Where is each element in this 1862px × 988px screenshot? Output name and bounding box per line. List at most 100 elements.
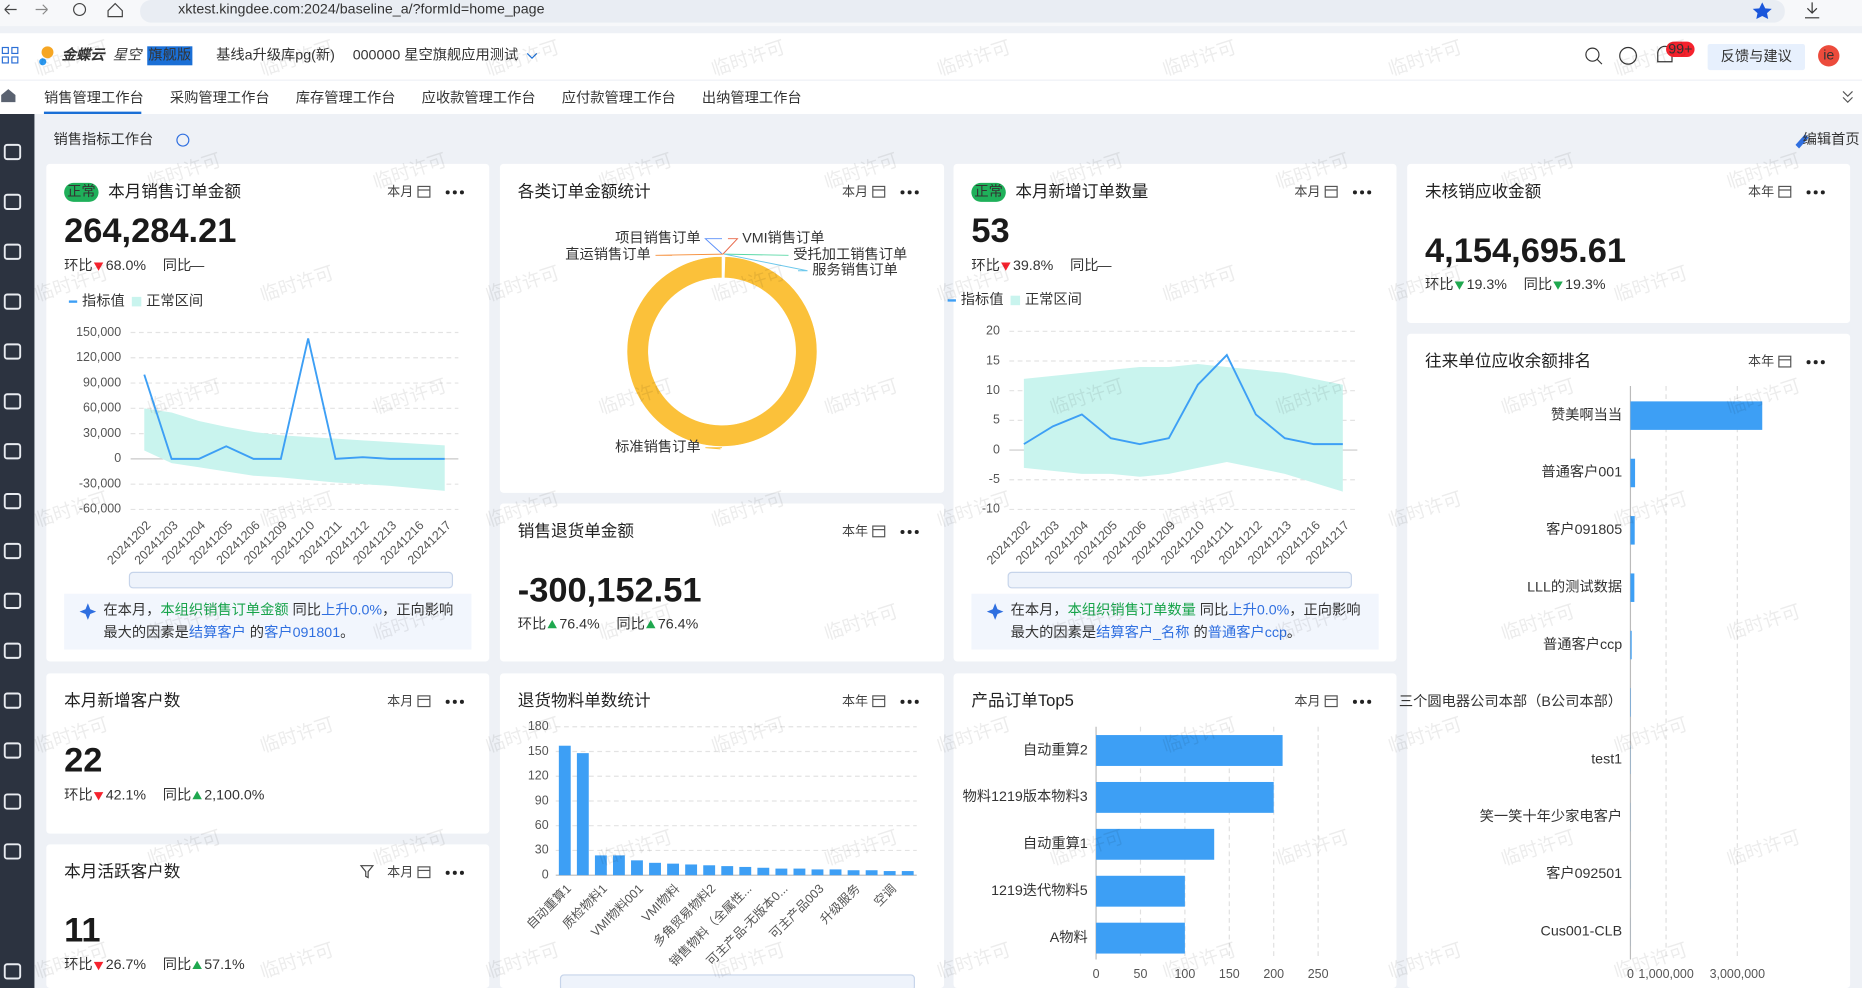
- period-selector[interactable]: 本月: [1294, 184, 1320, 199]
- tenant[interactable]: 000000 星空旗舰应用测试: [353, 46, 519, 64]
- sidebar-icon[interactable]: [3, 592, 22, 609]
- address-bar[interactable]: [140, 0, 1785, 23]
- home-icon[interactable]: [107, 2, 123, 18]
- period-selector[interactable]: 本年: [1748, 184, 1774, 199]
- service-icon[interactable]: [1619, 46, 1637, 65]
- download-icon[interactable]: [1805, 2, 1820, 19]
- period-selector[interactable]: 本月: [1294, 693, 1320, 708]
- sidebar-icon[interactable]: [3, 692, 22, 709]
- more-dot[interactable]: [1820, 360, 1825, 365]
- data-zoom[interactable]: [1007, 571, 1352, 589]
- sidebar-icon[interactable]: [3, 793, 22, 810]
- more-dot[interactable]: [459, 870, 464, 875]
- more-dot[interactable]: [1352, 190, 1357, 195]
- sidebar-icon[interactable]: [3, 443, 22, 460]
- tab[interactable]: 销售管理工作台: [44, 89, 144, 106]
- more-dot[interactable]: [1820, 190, 1825, 195]
- bookmark-star[interactable]: [1752, 2, 1772, 19]
- more-dot[interactable]: [1813, 360, 1818, 365]
- insight-link[interactable]: 结算客户_名称: [1096, 624, 1189, 641]
- sidebar-icon[interactable]: [3, 843, 22, 860]
- period-selector[interactable]: 本月: [387, 864, 413, 879]
- more-dot[interactable]: [907, 529, 912, 535]
- period-selector[interactable]: 本年: [842, 693, 868, 708]
- edit-icon[interactable]: [1795, 134, 1809, 149]
- tab[interactable]: 出纳管理工作台: [702, 89, 802, 106]
- sidebar-icon[interactable]: [3, 963, 22, 980]
- app-grid-icon[interactable]: [1, 46, 19, 64]
- sidebar-icon[interactable]: [3, 343, 22, 360]
- period-selector[interactable]: 本年: [842, 523, 868, 538]
- more-dot[interactable]: [914, 190, 919, 195]
- insight-link[interactable]: 客户091801: [264, 624, 340, 641]
- more-dot[interactable]: [1367, 699, 1372, 704]
- more-dot[interactable]: [1352, 699, 1357, 704]
- more-dot[interactable]: [1813, 190, 1818, 195]
- calendar-icon: [872, 525, 886, 538]
- more-dot[interactable]: [914, 529, 919, 535]
- edit-home[interactable]: 编辑首页: [1803, 131, 1860, 148]
- insight-link[interactable]: 普通客户ccp: [1208, 624, 1287, 641]
- more-dot[interactable]: [1367, 190, 1372, 195]
- more-dot[interactable]: [452, 870, 457, 875]
- more-dot[interactable]: [452, 699, 457, 704]
- y-tick-label: 0: [114, 451, 121, 465]
- more-dot[interactable]: [900, 190, 905, 195]
- reload-icon[interactable]: [73, 2, 87, 17]
- sidebar-icon[interactable]: [3, 493, 22, 510]
- sidebar-icon[interactable]: [3, 393, 22, 410]
- tab-more[interactable]: [1842, 91, 1853, 103]
- period-selector[interactable]: 本月: [842, 184, 868, 199]
- bar: [811, 869, 824, 876]
- more-dot[interactable]: [900, 529, 905, 535]
- more-dot[interactable]: [1806, 190, 1811, 195]
- more-dot[interactable]: [907, 190, 912, 195]
- tab[interactable]: 库存管理工作台: [296, 89, 396, 106]
- more-dot[interactable]: [445, 870, 450, 875]
- more-dot[interactable]: [1806, 360, 1811, 365]
- more-dot[interactable]: [459, 190, 464, 195]
- avatar[interactable]: [1818, 45, 1840, 67]
- sidebar-icon[interactable]: [3, 143, 22, 161]
- data-zoom[interactable]: [128, 571, 454, 589]
- period-selector[interactable]: 本月: [387, 184, 413, 199]
- tenant-chevron[interactable]: [526, 53, 538, 60]
- search-icon[interactable]: [1585, 47, 1600, 62]
- back-icon[interactable]: [4, 4, 17, 15]
- tab[interactable]: 应收款管理工作台: [422, 88, 536, 106]
- indicator-line: [143, 338, 445, 460]
- more-dot[interactable]: [459, 699, 464, 704]
- more-dot[interactable]: [900, 699, 905, 704]
- more-dot[interactable]: [445, 699, 450, 704]
- status-tag: [64, 182, 99, 202]
- tab[interactable]: 应付款管理工作台: [562, 88, 676, 106]
- calendar-icon: [417, 866, 431, 879]
- sidebar-icon[interactable]: [3, 243, 22, 260]
- insight-link[interactable]: 结算客户: [189, 624, 246, 641]
- sidebar-icon[interactable]: [3, 742, 22, 759]
- tab[interactable]: 采购管理工作台: [170, 89, 270, 106]
- mom-value: 68.0%: [106, 258, 147, 274]
- more-dot[interactable]: [1360, 699, 1365, 704]
- period-selector[interactable]: 本月: [387, 693, 413, 708]
- insight-up: 上升0.0%: [321, 601, 382, 618]
- sidebar-icon[interactable]: [3, 293, 22, 310]
- sidebar-icon[interactable]: [3, 642, 22, 659]
- insight-text: 在本月，本组织销售订单金额 同比上升0.0%，正向影响: [103, 601, 453, 618]
- period-selector[interactable]: 本年: [1748, 354, 1774, 369]
- forward-icon[interactable]: [35, 4, 48, 15]
- title-switch-icon[interactable]: [176, 133, 190, 147]
- filter-icon[interactable]: [359, 865, 375, 879]
- more-dot[interactable]: [907, 699, 912, 704]
- feedback-button[interactable]: [1707, 43, 1805, 71]
- sidebar-icon[interactable]: [3, 193, 22, 210]
- more-dot[interactable]: [1360, 190, 1365, 195]
- home-tab-icon[interactable]: [1, 89, 16, 103]
- org[interactable]: 基线a升级库pg(新): [216, 47, 335, 64]
- bar: [685, 864, 698, 876]
- more-dot[interactable]: [445, 190, 450, 195]
- more-dot[interactable]: [914, 699, 919, 704]
- sidebar-icon[interactable]: [3, 542, 22, 560]
- data-zoom[interactable]: [559, 974, 915, 988]
- more-dot[interactable]: [452, 190, 457, 195]
